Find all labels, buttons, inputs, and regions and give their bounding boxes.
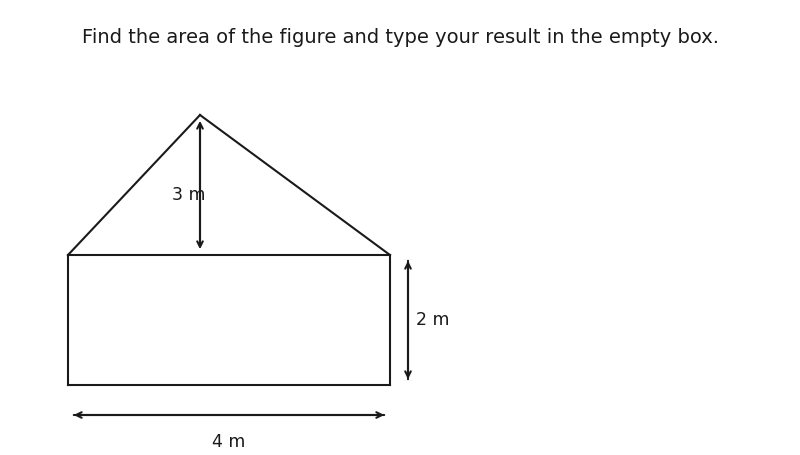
Text: 4 m: 4 m <box>212 433 246 451</box>
Text: 2 m: 2 m <box>416 311 450 329</box>
Text: 3 m: 3 m <box>172 186 206 204</box>
Text: Find the area of the figure and type your result in the empty box.: Find the area of the figure and type you… <box>82 28 718 47</box>
